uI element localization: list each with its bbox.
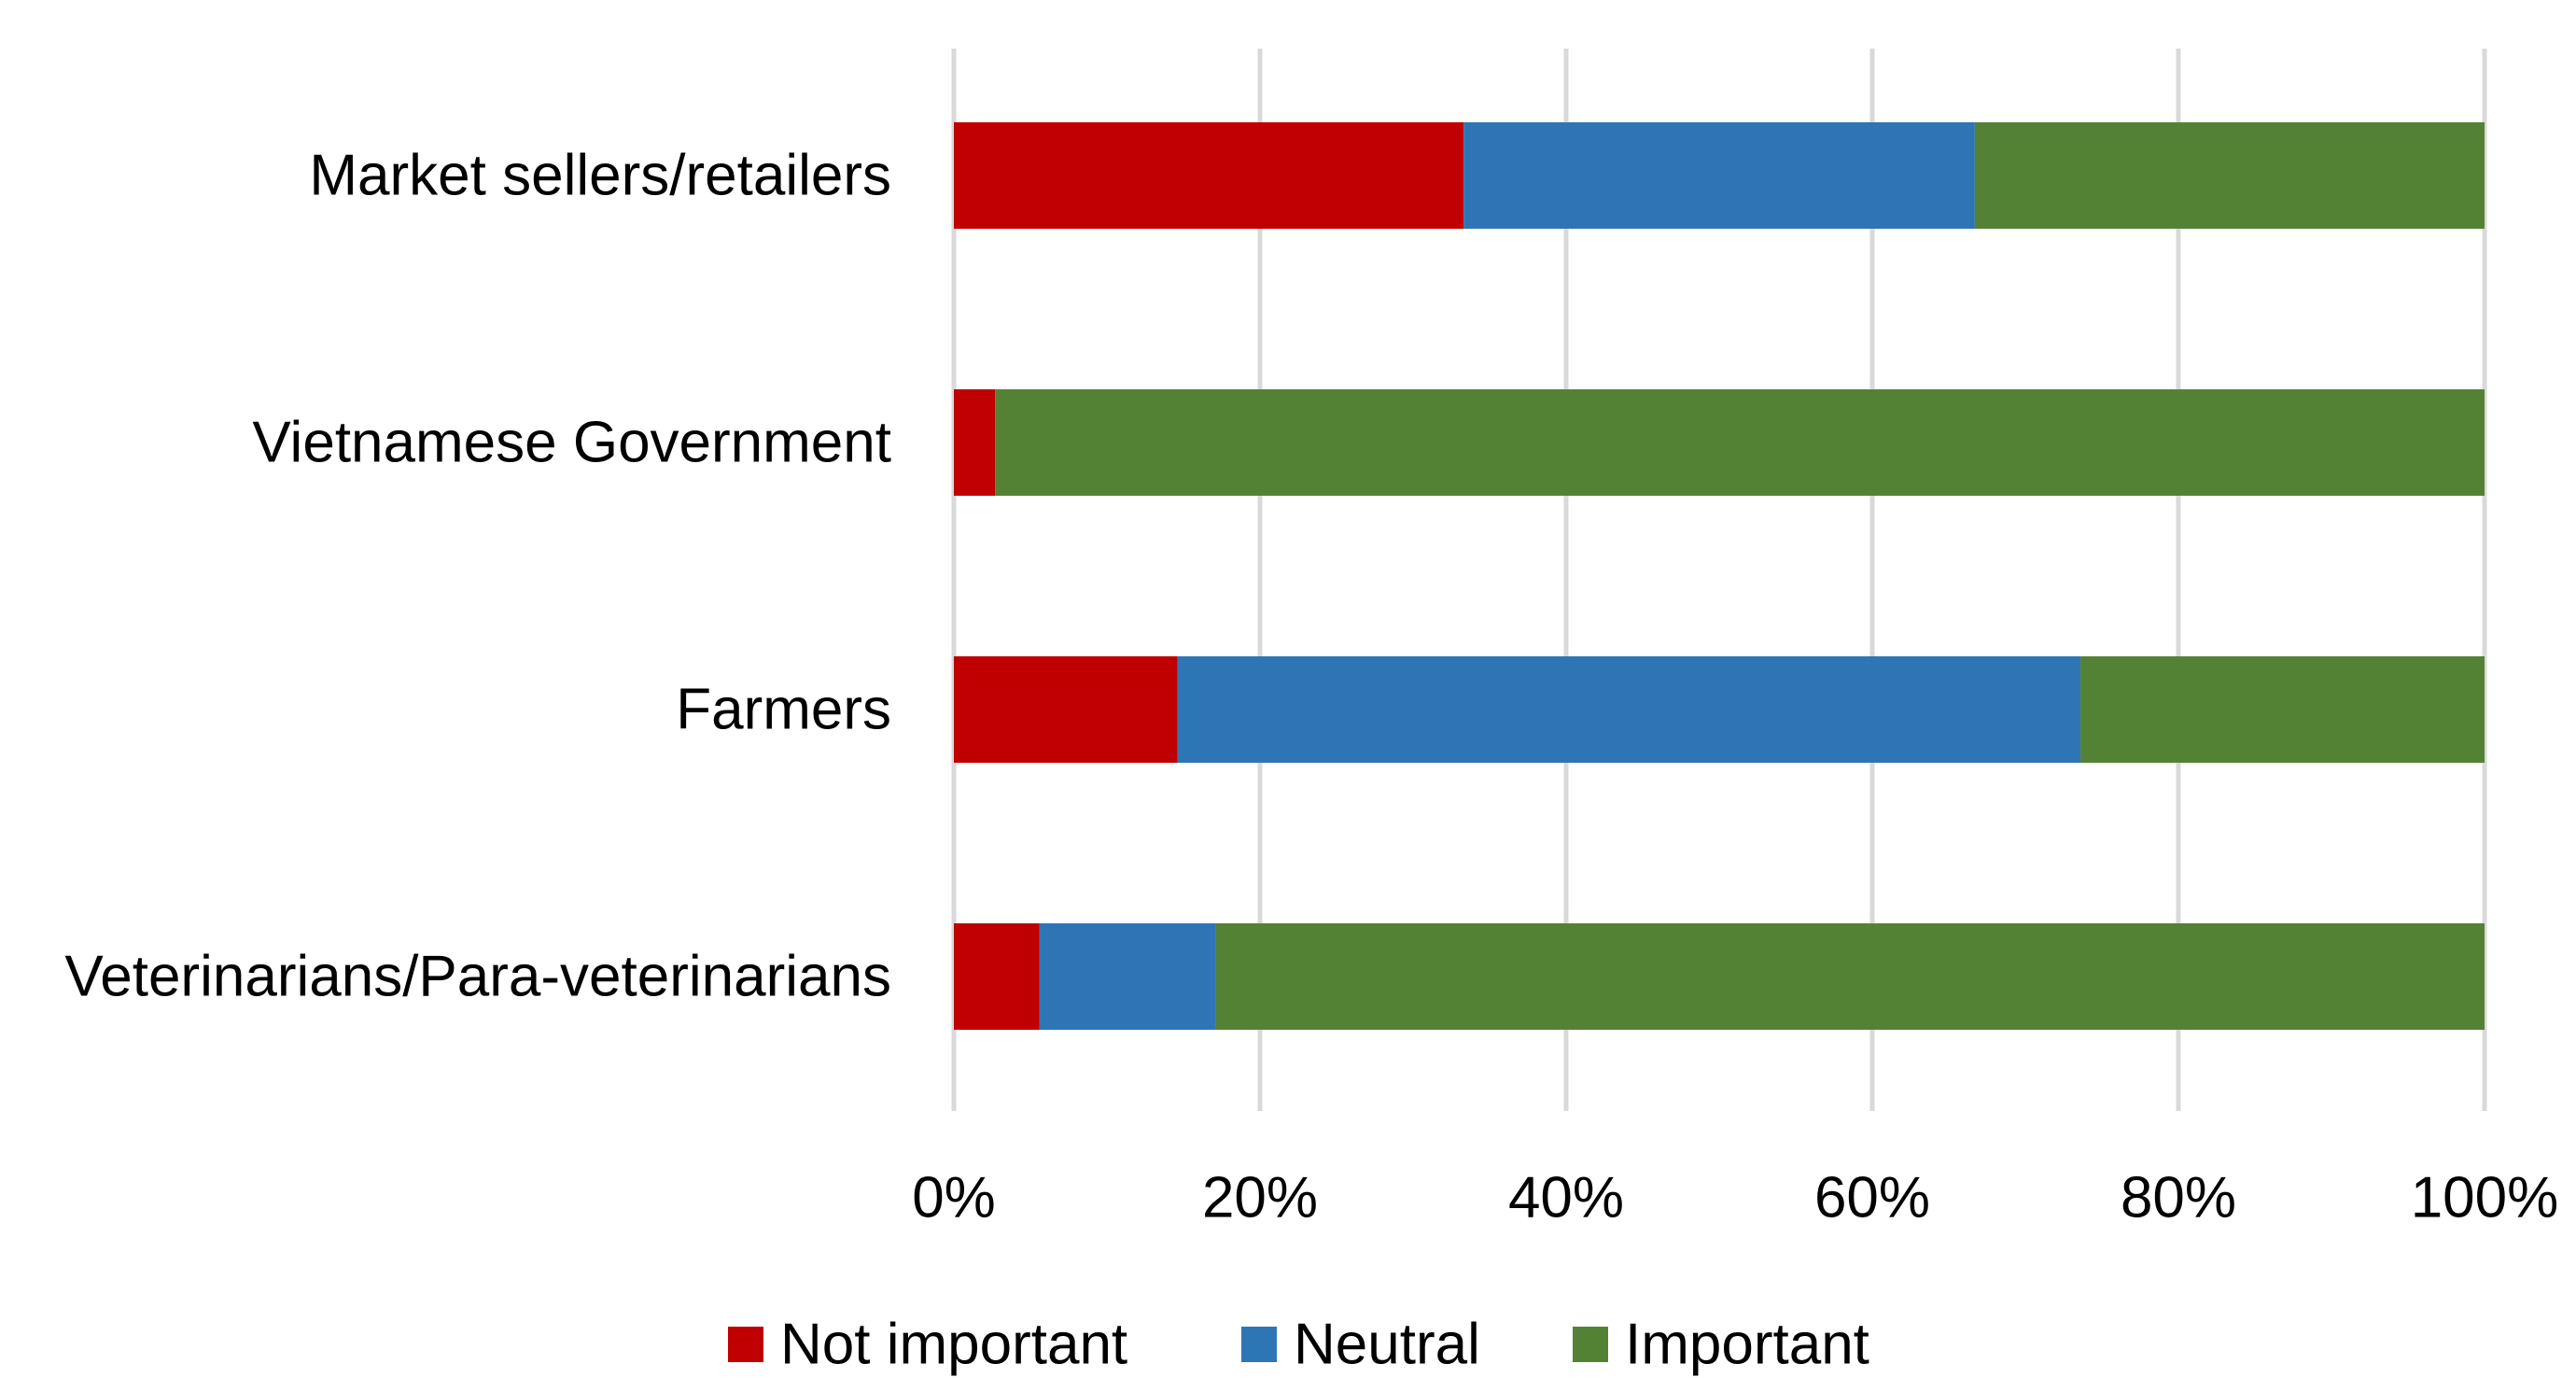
bar-3-important: [1215, 923, 2485, 1030]
legend-label-not-important: Not important: [780, 1313, 1127, 1377]
bar-1-not-important: [954, 389, 996, 496]
bar-3-not-important: [954, 923, 1040, 1030]
category-labels: Market sellers/retailers Vietnamese Gover…: [64, 144, 891, 1009]
legend-swatch-not-important: [728, 1327, 763, 1362]
category-label: Vietnamese Government: [252, 411, 891, 475]
x-tick-label: 40%: [1508, 1166, 1624, 1230]
bar-0-neutral: [1463, 122, 1975, 229]
x-tick-label: 20%: [1202, 1166, 1318, 1230]
bar-2-neutral: [1177, 656, 2081, 763]
bar-3-neutral: [1039, 923, 1216, 1030]
legend-swatch-important: [1573, 1327, 1608, 1362]
bars: [954, 122, 2485, 1030]
category-label: Market sellers/retailers: [309, 144, 891, 208]
bar-0-not-important: [954, 122, 1464, 229]
x-tick-label: 0%: [912, 1166, 996, 1230]
legend-swatch-neutral: [1241, 1327, 1277, 1362]
x-tick-label: 100%: [2411, 1166, 2559, 1230]
bar-2-not-important: [954, 656, 1178, 763]
legend: Not important Neutral Important: [728, 1313, 1869, 1377]
bar-2-important: [2080, 656, 2485, 763]
x-tick-label: 80%: [2121, 1166, 2236, 1230]
category-label: Farmers: [676, 678, 891, 742]
legend-label-important: Important: [1625, 1313, 1869, 1377]
x-tick-label: 60%: [1814, 1166, 1930, 1230]
category-label: Veterinarians/Para-veterinarians: [64, 945, 891, 1009]
legend-label-neutral: Neutral: [1294, 1313, 1480, 1377]
x-tick-labels: 0% 20% 40% 60% 80% 100%: [912, 1166, 2558, 1230]
bar-1-important: [995, 389, 2485, 496]
bar-0-important: [1974, 122, 2485, 229]
